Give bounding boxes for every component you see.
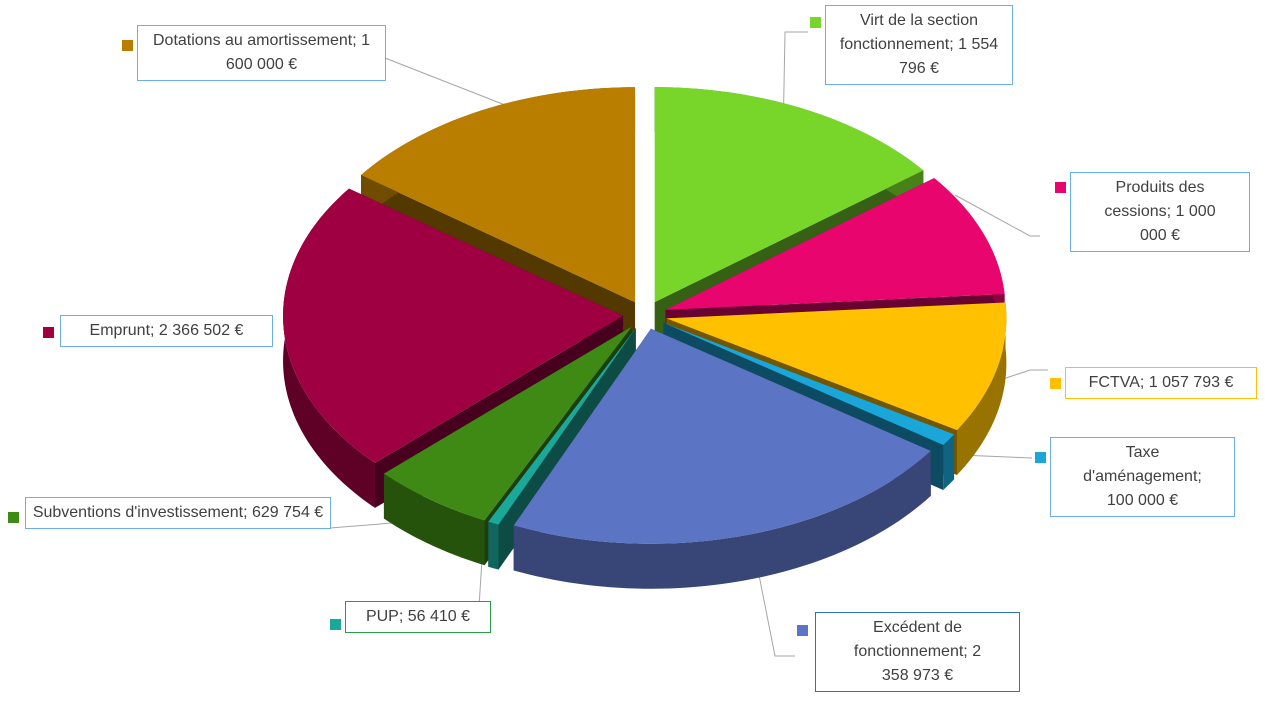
label-category: Subventions d'investissement xyxy=(33,504,248,521)
data-label: Dotations au amortissement 1 600 000 € xyxy=(137,25,386,81)
slice-top xyxy=(665,178,1005,310)
slice-top xyxy=(283,188,624,463)
data-label: Emprunt 2 366 502 € xyxy=(60,315,273,347)
label-value: 56 410 € xyxy=(407,608,471,625)
legend-swatch xyxy=(1050,378,1061,389)
leader-line xyxy=(384,57,506,106)
label-value: 1 600 000 € xyxy=(225,32,370,73)
slice-top xyxy=(383,326,632,521)
label-value: 100 000 € xyxy=(1106,492,1179,509)
label-value: 1 000 000 € xyxy=(1139,203,1216,244)
legend-swatch xyxy=(43,327,54,338)
legend-swatch xyxy=(8,512,19,523)
legend-swatch xyxy=(810,17,821,28)
slice-side xyxy=(513,450,931,589)
slice-side xyxy=(943,434,955,490)
label-value: 2 366 502 € xyxy=(158,322,244,339)
data-label: Excédent de fonctionnement 2 358 973 € xyxy=(815,612,1020,692)
slice-side xyxy=(956,302,1007,475)
label-value: 1 057 793 € xyxy=(1148,374,1234,391)
label-category: FCTVA xyxy=(1089,374,1145,391)
slice-top xyxy=(666,302,1007,430)
label-category: Excédent de fonctionnement xyxy=(854,619,968,660)
data-label: Taxe d'aménagement 100 000 € xyxy=(1050,437,1235,517)
slice xyxy=(488,327,636,570)
data-label: Produits des cessions 1 000 000 € xyxy=(1070,172,1250,252)
legend-swatch xyxy=(1035,452,1046,463)
slice-side xyxy=(383,473,485,566)
leader-line xyxy=(954,194,1040,237)
label-category: Dotations au amortissement xyxy=(153,32,357,49)
slice-top xyxy=(663,322,955,445)
label-category: Taxe d'aménagement xyxy=(1083,444,1202,485)
legend-swatch xyxy=(330,619,341,630)
label-category: PUP xyxy=(366,608,403,625)
legend-swatch xyxy=(1055,182,1066,193)
legend-swatch xyxy=(797,625,808,636)
slice-side xyxy=(488,521,499,570)
legend-swatch xyxy=(122,40,133,51)
slice-top xyxy=(513,328,931,544)
data-label: PUP 56 410 € xyxy=(345,601,491,633)
label-value: 1 554 796 € xyxy=(898,36,999,77)
label-value: 2 358 973 € xyxy=(881,643,982,684)
leader-line xyxy=(757,569,795,657)
slice-top xyxy=(654,87,924,303)
label-value: 629 754 € xyxy=(252,504,324,521)
data-label: Subventions d'investissement 629 754 € xyxy=(25,497,331,529)
data-label: FCTVA 1 057 793 € xyxy=(1065,367,1257,399)
slice-top xyxy=(361,87,636,303)
slice-wall xyxy=(488,327,636,567)
slice xyxy=(513,328,931,589)
label-category: Emprunt xyxy=(90,322,155,339)
slice-top xyxy=(488,327,636,525)
data-label: Virt de la section fonctionnement 1 554 … xyxy=(825,5,1013,85)
